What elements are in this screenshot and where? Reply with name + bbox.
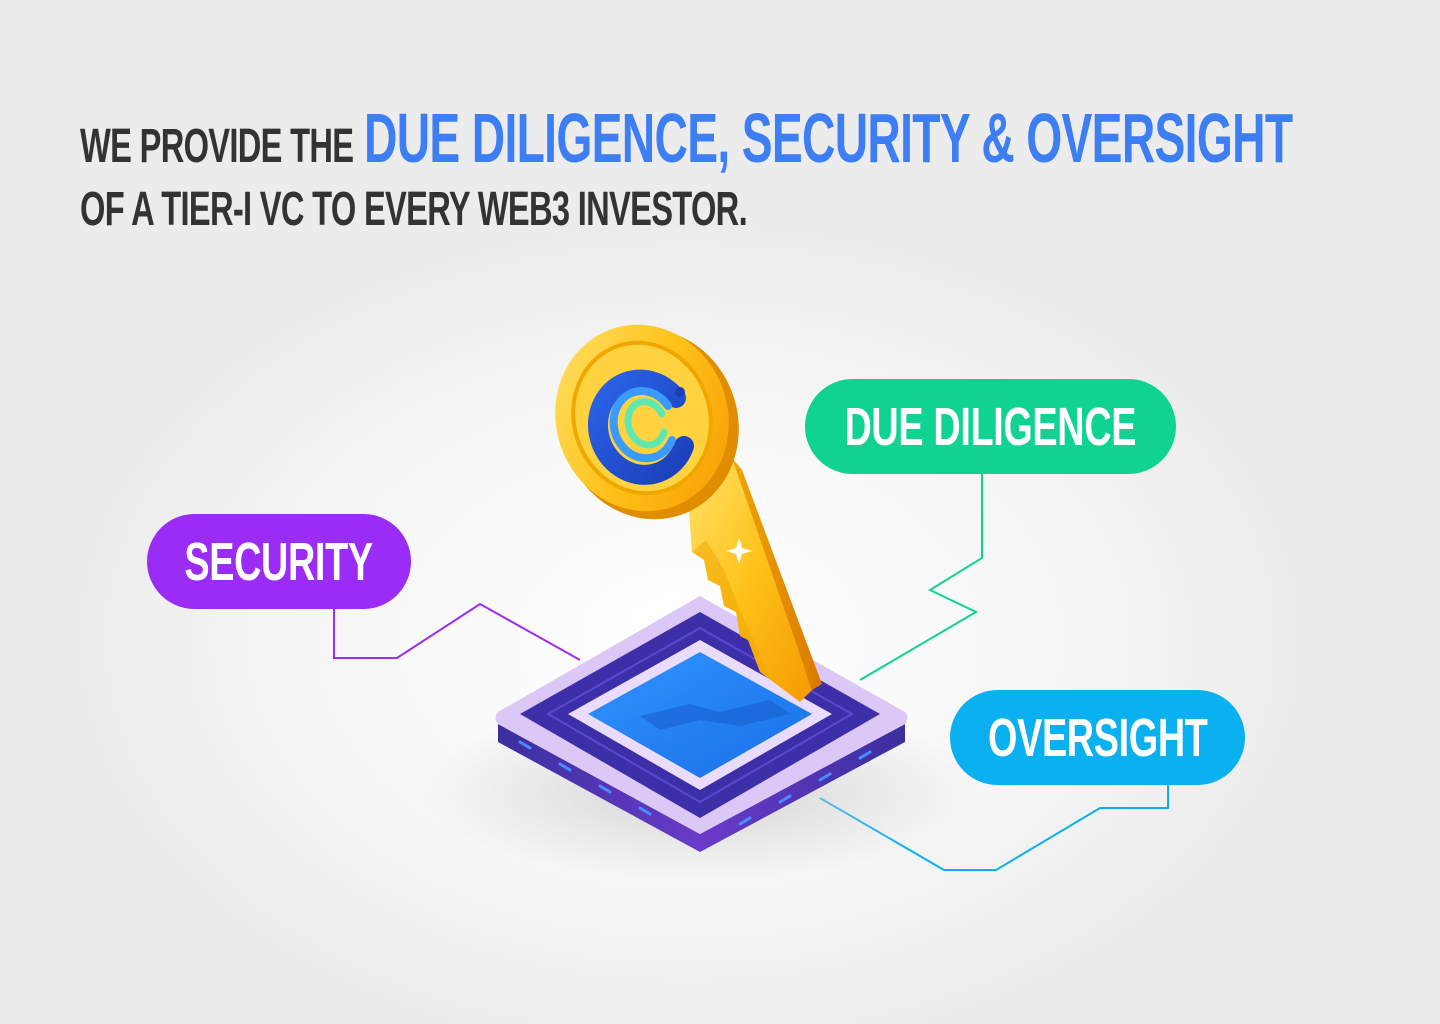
sparkle	[726, 538, 752, 564]
headline-line-1: WE PROVIDE THE DUE DILIGENCE, SECURITY &…	[80, 98, 1380, 178]
oversight-connector-line	[819, 785, 1169, 871]
oversight-label: OVERSIGHT	[950, 690, 1245, 785]
due-diligence-connector-line	[859, 474, 983, 681]
headline: WE PROVIDE THE DUE DILIGENCE, SECURITY &…	[80, 98, 1380, 237]
oversight-text: OVERSIGHT	[987, 707, 1208, 768]
key-shaft	[686, 458, 812, 702]
due-diligence-text: DUE DILIGENCE	[844, 396, 1137, 457]
headline-line-2: OF A TIER-I VC TO EVERY WEB3 INVESTOR.	[80, 183, 748, 236]
c-logo-icon	[588, 369, 694, 485]
security-connector-line	[333, 602, 581, 661]
due-diligence-label: DUE DILIGENCE	[805, 379, 1176, 474]
security-text: SECURITY	[184, 531, 374, 592]
security-label: SECURITY	[147, 514, 411, 609]
headline-accent: DUE DILIGENCE, SECURITY & OVERSIGHT	[364, 99, 1293, 177]
